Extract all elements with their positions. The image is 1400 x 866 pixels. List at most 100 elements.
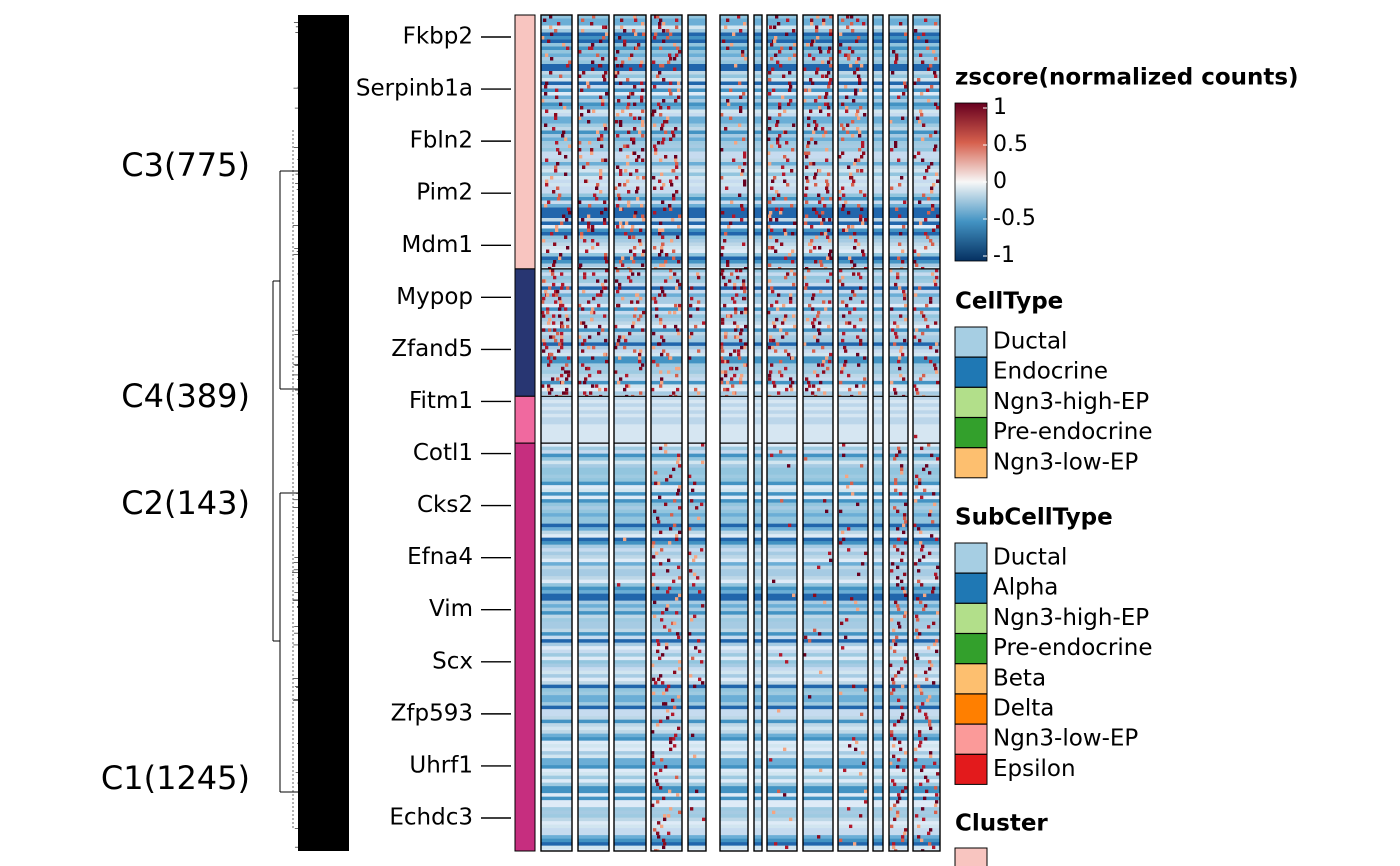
heatmap-cell bbox=[855, 384, 859, 388]
heatmap-cell bbox=[793, 53, 797, 57]
heatmap-row-band bbox=[720, 279, 748, 284]
heatmap-cell bbox=[654, 772, 658, 776]
heatmap-row-band bbox=[838, 144, 868, 149]
heatmap-row-band bbox=[614, 179, 646, 184]
heatmap-cell bbox=[623, 537, 627, 542]
heatmap-row-band bbox=[754, 296, 762, 301]
heatmap-row-band bbox=[688, 268, 706, 273]
heatmap-row-band bbox=[578, 431, 609, 436]
heatmap-cell bbox=[661, 200, 665, 204]
heatmap-cell bbox=[621, 263, 625, 267]
heatmap-row-band bbox=[889, 53, 908, 58]
heatmap-cell bbox=[559, 394, 563, 397]
heatmap-cell bbox=[641, 263, 645, 267]
heatmap-row-band bbox=[720, 314, 748, 319]
heatmap-row-band bbox=[838, 607, 868, 612]
heatmap-row-band bbox=[720, 60, 748, 65]
heatmap-cell bbox=[636, 293, 640, 297]
heatmap-row-band bbox=[838, 600, 868, 605]
heatmap-cell bbox=[921, 267, 925, 269]
heatmap-row-band bbox=[913, 551, 940, 556]
heatmap-row-band bbox=[688, 744, 706, 748]
heatmap-cell bbox=[829, 29, 833, 33]
heatmap-row-band bbox=[614, 495, 646, 500]
heatmap-cell bbox=[921, 60, 925, 64]
heatmap-cell bbox=[860, 464, 864, 468]
heatmap-row-band bbox=[913, 424, 940, 429]
heatmap-row-band bbox=[913, 399, 940, 404]
heatmap-row-band bbox=[913, 434, 940, 439]
heatmap-cell bbox=[789, 293, 793, 297]
heatmap-row-band bbox=[688, 733, 706, 738]
heatmap-cell bbox=[603, 218, 607, 222]
heatmap-row-band bbox=[838, 719, 868, 724]
heatmap-cell bbox=[889, 761, 893, 766]
heatmap-row-band bbox=[651, 246, 682, 250]
heatmap-cell bbox=[675, 18, 679, 22]
heatmap-row-band bbox=[767, 53, 797, 58]
heatmap-row-band bbox=[873, 544, 883, 549]
heatmap-cell bbox=[896, 604, 900, 608]
heatmap-row-band bbox=[889, 246, 908, 250]
heatmap-cell bbox=[859, 342, 863, 346]
heatmap-row-band bbox=[720, 293, 748, 298]
heatmap-row-band bbox=[651, 499, 682, 503]
heatmap-cell bbox=[893, 544, 897, 549]
heatmap-cell bbox=[734, 335, 738, 339]
heatmap-cell bbox=[641, 214, 645, 218]
heatmap-cell bbox=[560, 286, 564, 290]
heatmap-cell bbox=[744, 310, 748, 315]
heatmap-row-band bbox=[578, 653, 609, 657]
heatmap-row-band bbox=[578, 590, 609, 594]
heatmap-row-band bbox=[614, 516, 646, 521]
heatmap-cell bbox=[811, 81, 815, 85]
heatmap-cell bbox=[772, 338, 776, 343]
heatmap-cell bbox=[695, 789, 699, 794]
heatmap-row-band bbox=[720, 551, 748, 556]
heatmap-cell bbox=[927, 67, 931, 71]
heatmap-row-band bbox=[803, 183, 833, 187]
heatmap-row-band bbox=[614, 702, 646, 706]
heatmap-row-band bbox=[541, 667, 572, 671]
heatmap-row-band bbox=[913, 391, 940, 396]
gene-label: Zfand5 bbox=[391, 336, 473, 362]
heatmap-cell bbox=[773, 39, 777, 43]
heatmap-cell bbox=[627, 204, 631, 208]
heatmap-cell bbox=[933, 761, 937, 766]
heatmap-row-band bbox=[838, 268, 868, 273]
heatmap-row-band bbox=[838, 663, 868, 668]
heatmap-cell bbox=[587, 109, 591, 113]
heatmap-cell bbox=[805, 267, 809, 269]
heatmap-row-band bbox=[720, 434, 748, 439]
heatmap-row-band bbox=[767, 565, 797, 570]
heatmap-row-band bbox=[803, 800, 833, 804]
heatmap-cell bbox=[890, 733, 894, 738]
heatmap-row-band bbox=[720, 22, 748, 26]
heatmap-row-band bbox=[873, 460, 883, 465]
heatmap-cell bbox=[896, 583, 900, 587]
heatmap-row-band bbox=[803, 53, 833, 58]
heatmap-row-band bbox=[754, 593, 762, 598]
heatmap-row-band bbox=[720, 611, 748, 615]
heatmap-row-band bbox=[688, 413, 706, 418]
heatmap-row-band bbox=[803, 74, 833, 79]
heatmap-cell bbox=[653, 246, 657, 250]
heatmap-cell bbox=[827, 324, 831, 329]
heatmap-row-band bbox=[838, 586, 868, 591]
heatmap-row-band bbox=[720, 197, 748, 201]
heatmap-row-band bbox=[688, 513, 706, 517]
heatmap-row-band bbox=[767, 314, 797, 319]
heatmap-row-band bbox=[767, 289, 797, 294]
heatmap-row-band bbox=[720, 712, 748, 717]
heatmap-row-band bbox=[720, 541, 748, 545]
heatmap-row-band bbox=[754, 541, 762, 545]
heatmap-row-band bbox=[720, 338, 748, 343]
heatmap-row-band bbox=[688, 457, 706, 461]
heatmap-row-band bbox=[614, 712, 646, 717]
heatmap-row-band bbox=[541, 814, 572, 818]
heatmap-row-band bbox=[913, 127, 940, 131]
heatmap-row-band bbox=[913, 197, 940, 201]
heatmap-cell bbox=[827, 60, 831, 64]
heatmap-cell bbox=[744, 57, 748, 61]
heatmap-row-band bbox=[754, 377, 762, 382]
